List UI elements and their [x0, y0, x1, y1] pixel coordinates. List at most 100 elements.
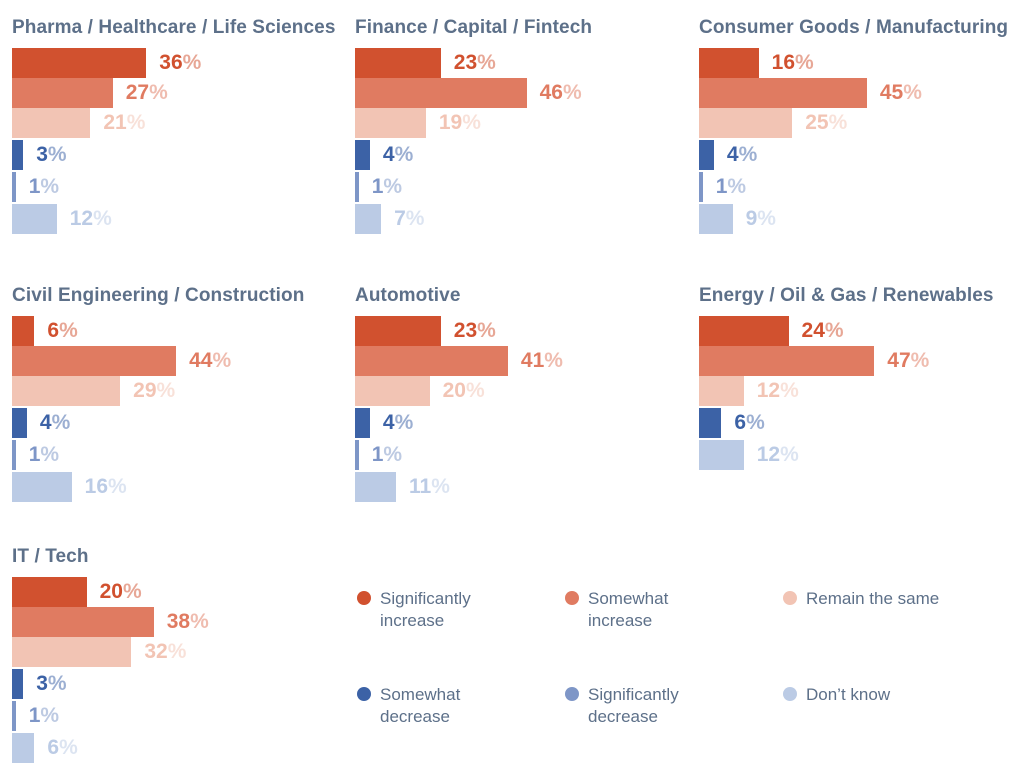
bar-row: 4%: [355, 408, 695, 438]
bar-value-number: 20: [442, 379, 466, 402]
percent-sign: %: [477, 51, 496, 74]
bar: [699, 172, 703, 202]
percent-sign: %: [212, 349, 232, 372]
bar-value-label: 20%: [87, 577, 142, 607]
percent-sign: %: [795, 51, 814, 74]
percent-sign: %: [405, 207, 425, 230]
legend-dot-icon: [565, 591, 579, 605]
bar-row: 16%: [12, 472, 352, 502]
legend-label: Don’t know: [806, 685, 891, 704]
bar-value-label: 24%: [789, 316, 844, 346]
legend-label: Significantly increase: [380, 589, 471, 630]
percent-sign: %: [156, 379, 176, 402]
bar-value-number: 6: [734, 411, 747, 434]
bar-value-number: 36: [159, 51, 183, 74]
bar-value-label: 47%: [874, 346, 929, 376]
percent-sign: %: [108, 475, 127, 498]
bar-row: 9%: [699, 204, 1024, 234]
bar-row: 12%: [12, 204, 352, 234]
bar-row: 45%: [699, 78, 1024, 108]
percent-sign: %: [190, 610, 209, 633]
bar-value-number: 41: [520, 349, 545, 372]
bar-value-label: 1%: [359, 172, 402, 202]
bar: [12, 440, 16, 470]
bar-value-label: 27%: [113, 78, 168, 108]
bar-value-label: 6%: [34, 733, 77, 763]
percent-sign: %: [51, 411, 71, 434]
bar: [12, 316, 35, 346]
bar-value-number: 24: [801, 319, 825, 342]
bar-row: 44%: [12, 346, 352, 376]
legend-label: Somewhat increase: [588, 589, 669, 630]
bar-value-label: 3%: [23, 669, 66, 699]
bar-value-label: 36%: [146, 48, 201, 78]
bar-value-number: 27: [125, 81, 150, 104]
bar-value-number: 4: [726, 143, 739, 166]
percent-sign: %: [757, 207, 776, 230]
bar-row: 1%: [12, 440, 352, 470]
legend-item: Somewhat increase: [565, 588, 668, 632]
bar-value-label: 1%: [16, 701, 59, 731]
legend-item: Don’t know: [783, 684, 890, 706]
bar: [12, 172, 16, 202]
bar: [355, 472, 397, 502]
bar-value-number: 1: [371, 175, 384, 198]
bar-row: 12%: [699, 440, 1024, 470]
bar-row: 41%: [355, 346, 695, 376]
bar-value-label: 1%: [703, 172, 746, 202]
bar: [355, 376, 430, 406]
bar-group: 20% 38% 32% 3% 1% 6%: [12, 577, 352, 763]
bar-value-number: 9: [745, 207, 758, 230]
bar-row: 21%: [12, 108, 352, 138]
percent-sign: %: [122, 580, 142, 603]
bar: [355, 316, 441, 346]
bar-value-label: 1%: [359, 440, 402, 470]
bar-row: 20%: [12, 577, 352, 607]
bar-value-label: 16%: [759, 48, 814, 78]
bar-value-label: 16%: [72, 472, 127, 502]
bar: [699, 440, 744, 470]
bar: [355, 172, 359, 202]
bar-row: 24%: [699, 316, 1024, 346]
percent-sign: %: [47, 672, 67, 695]
legend-label: Remain the same: [806, 589, 940, 608]
percent-sign: %: [167, 640, 187, 663]
bar-value-number: 47: [887, 349, 911, 372]
bar-value-number: 11: [409, 475, 432, 498]
percent-sign: %: [738, 143, 758, 166]
bar-value-label: 4%: [27, 408, 70, 438]
bar-value-number: 12: [756, 443, 781, 466]
chart-card: Energy / Oil & Gas / Renewables 24% 47% 12%…: [699, 284, 1024, 470]
percent-sign: %: [394, 411, 414, 434]
percent-sign: %: [59, 736, 78, 759]
bar-row: 3%: [12, 140, 352, 170]
bar-value-number: 4: [382, 411, 395, 434]
bar: [699, 108, 793, 138]
bar-value-label: 45%: [867, 78, 922, 108]
bar: [12, 733, 35, 763]
bar-value-number: 6: [47, 736, 60, 759]
bar-value-number: 23: [453, 51, 478, 74]
bar-row: 16%: [699, 48, 1024, 78]
bar: [699, 204, 733, 234]
bar-value-label: 20%: [430, 376, 485, 406]
bar-value-number: 16: [771, 51, 796, 74]
percent-sign: %: [746, 411, 765, 434]
bar: [355, 346, 508, 376]
bar: [12, 48, 147, 78]
bar: [355, 78, 527, 108]
percent-sign: %: [462, 111, 481, 134]
percent-sign: %: [149, 81, 168, 104]
bar: [12, 669, 24, 699]
bar-value-number: 20: [99, 580, 123, 603]
legend-label: Significantly decrease: [588, 685, 679, 726]
bar: [699, 78, 867, 108]
bar-value-label: 29%: [120, 376, 175, 406]
bar-value-label: 23%: [441, 316, 496, 346]
bar-value-label: 23%: [441, 48, 496, 78]
chart-title: Energy / Oil & Gas / Renewables: [699, 285, 994, 306]
bar-row: 32%: [12, 637, 352, 667]
bar-value-label: 25%: [792, 108, 847, 138]
bar-row: 38%: [12, 607, 352, 637]
